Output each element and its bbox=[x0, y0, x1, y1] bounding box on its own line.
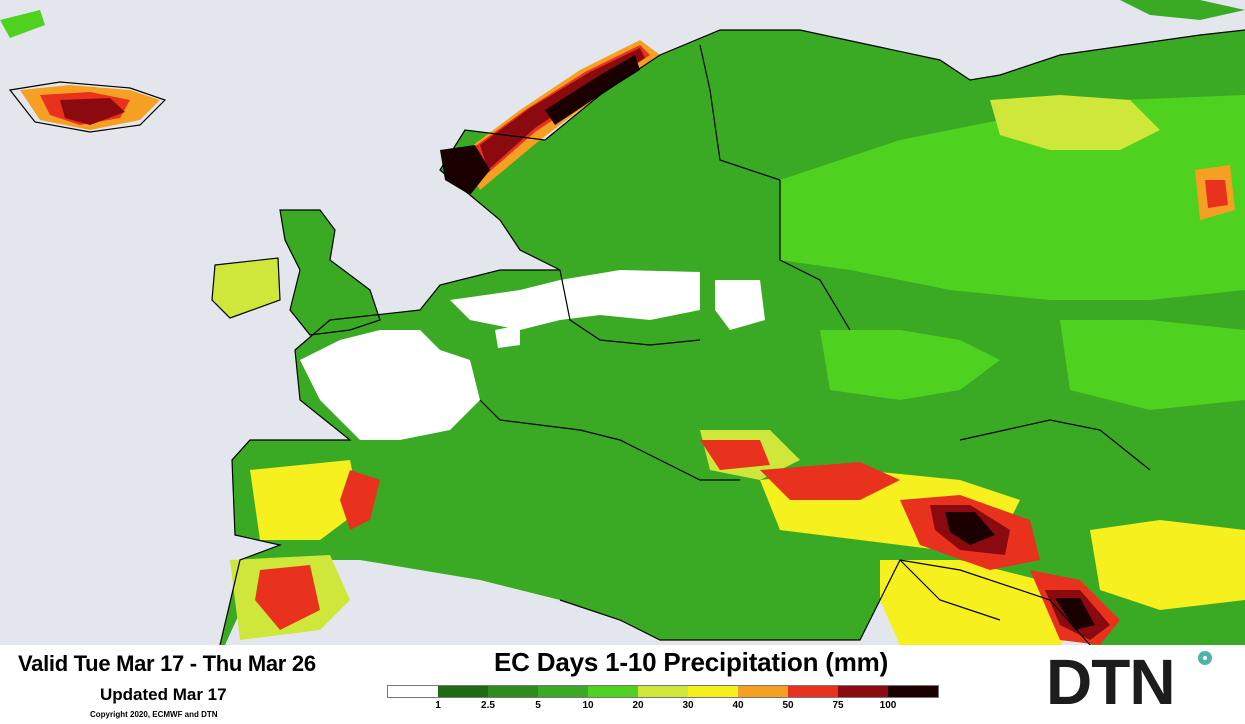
legend-tick-label: 10 bbox=[582, 700, 594, 711]
legend-swatch bbox=[538, 686, 588, 697]
footer-panel: Valid Tue Mar 17 - Thu Mar 26 Updated Ma… bbox=[0, 645, 1245, 724]
copyright-notice: Copyright 2020, ECMWF and DTN bbox=[90, 710, 218, 719]
legend-swatch bbox=[488, 686, 538, 697]
legend-tick-label: 50 bbox=[782, 700, 794, 711]
legend-swatch bbox=[688, 686, 738, 697]
legend-swatch bbox=[588, 686, 638, 697]
legend-swatch bbox=[738, 686, 788, 697]
legend-swatch bbox=[438, 686, 488, 697]
legend-tick-label: 40 bbox=[732, 700, 744, 711]
island-landmasses bbox=[0, 0, 1245, 575]
legend-swatch bbox=[838, 686, 888, 697]
legend-tick-label: 20 bbox=[632, 700, 644, 711]
legend-swatch bbox=[888, 686, 938, 697]
precipitation-map bbox=[0, 0, 1245, 645]
updated-date: Updated Mar 17 bbox=[100, 685, 227, 704]
precip-white-central bbox=[300, 270, 765, 440]
legend-swatch bbox=[638, 686, 688, 697]
legend-tick-label: 75 bbox=[832, 700, 844, 711]
dtn-logo: DTN bbox=[1046, 646, 1236, 719]
country-borders bbox=[8, 29, 1245, 645]
legend-tick-label: 100 bbox=[879, 700, 897, 711]
legend-tick-label: 30 bbox=[682, 700, 694, 711]
dtn-logo-ring-icon bbox=[1198, 651, 1212, 665]
valid-date-range: Valid Tue Mar 17 - Thu Mar 26 bbox=[18, 651, 316, 676]
legend-swatch bbox=[788, 686, 838, 697]
precip-light-green bbox=[780, 95, 1245, 410]
dtn-logo-text: DTN bbox=[1046, 646, 1176, 718]
legend-swatch bbox=[388, 686, 438, 697]
legend-tick-label: 5 bbox=[535, 700, 541, 711]
legend-tick-label: 1 bbox=[435, 700, 441, 711]
legend-color-bar bbox=[387, 685, 939, 698]
precip-dark-red-black bbox=[60, 48, 1110, 640]
legend-tick-label: 2.5 bbox=[481, 700, 495, 711]
map-title: EC Days 1-10 Precipitation (mm) bbox=[494, 647, 889, 677]
